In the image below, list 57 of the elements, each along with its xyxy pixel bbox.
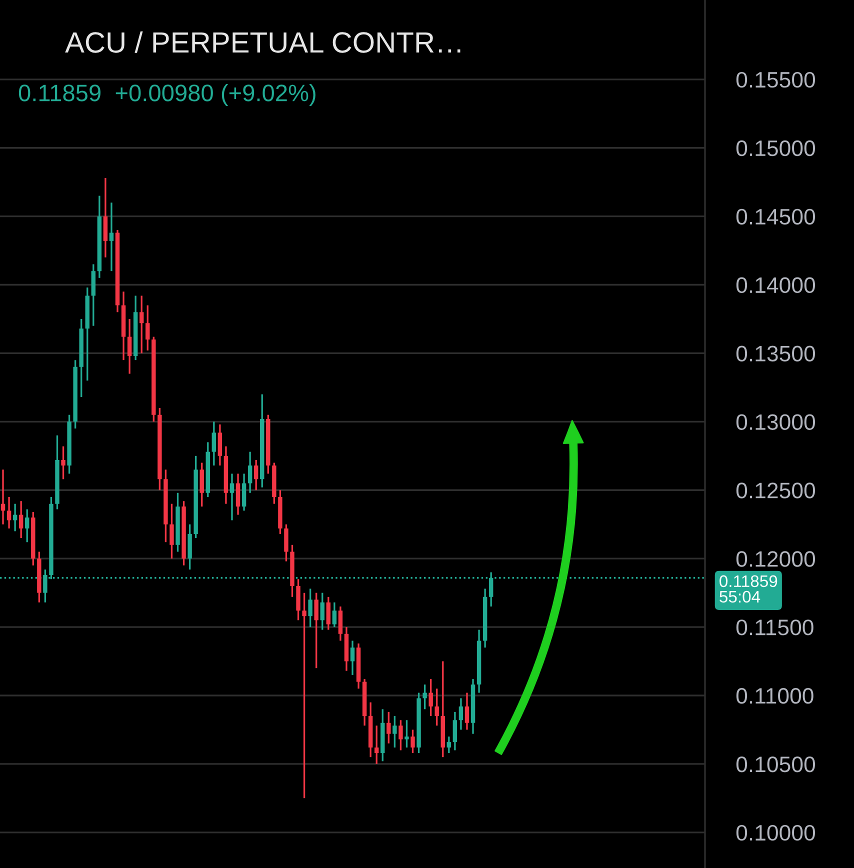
candlestick <box>320 592 324 631</box>
candlestick <box>398 719 403 752</box>
candlestick <box>350 640 355 676</box>
candlestick <box>146 304 150 352</box>
candlestick <box>212 420 216 466</box>
candlestick <box>428 678 433 717</box>
y-tick-label: 0.15000 <box>736 140 816 156</box>
candlestick <box>200 462 204 508</box>
candlestick <box>6 496 12 530</box>
candlestick <box>284 524 288 562</box>
text: ACU / PERPETUAL CONTR… <box>65 31 460 53</box>
y-tick-label: 0.10000 <box>736 824 816 841</box>
candlestick <box>302 592 306 800</box>
y-tick-label: 0.12500 <box>736 482 816 498</box>
candlestick <box>308 588 312 628</box>
candlestick <box>392 715 397 748</box>
candlestick <box>242 472 246 512</box>
candlestick <box>386 711 391 744</box>
candlestick <box>314 592 318 669</box>
text: 0.11859 +0.00980 (+9.02%) <box>18 84 316 106</box>
candlestick <box>332 602 337 628</box>
candlestick <box>12 502 18 532</box>
y-tick-label: 0.15500 <box>736 72 816 88</box>
candlestick <box>0 468 6 526</box>
ref-line-label: 0.11859 <box>720 575 778 588</box>
candlestick <box>458 697 464 731</box>
text: 55:04 <box>720 590 760 603</box>
y-tick-label: 0.12000 <box>736 551 816 567</box>
candlestick <box>170 502 174 560</box>
candlestick <box>404 719 409 748</box>
candlestick <box>326 596 331 631</box>
candlestick <box>230 472 234 522</box>
candlestick <box>374 724 379 765</box>
candlestick <box>434 688 439 726</box>
candlestick <box>452 711 458 752</box>
candlestick <box>61 445 66 480</box>
candlestick <box>446 736 452 754</box>
y-tick-label: 0.11000 <box>736 688 814 704</box>
candlestick <box>109 202 114 272</box>
candlestick <box>338 606 343 642</box>
candlestick <box>218 424 222 466</box>
candlestick <box>464 692 470 731</box>
candlestick <box>18 500 24 539</box>
candlestick <box>236 472 240 516</box>
candlestick <box>25 508 30 543</box>
candlestick <box>422 684 427 710</box>
candlestick <box>127 318 132 375</box>
y-tick-label: 0.14500 <box>736 208 816 225</box>
y-tick-label: 0.13500 <box>736 346 816 362</box>
y-tick-label: 0.10500 <box>736 756 816 772</box>
candlestick <box>254 459 258 491</box>
y-tick-label: 0.14000 <box>736 277 816 294</box>
y-tick-label: 0.13000 <box>736 414 816 430</box>
candlestick <box>139 294 144 354</box>
y-tick-label: 0.11500 <box>736 620 814 636</box>
candlestick <box>248 450 252 494</box>
candlestick <box>410 728 415 754</box>
